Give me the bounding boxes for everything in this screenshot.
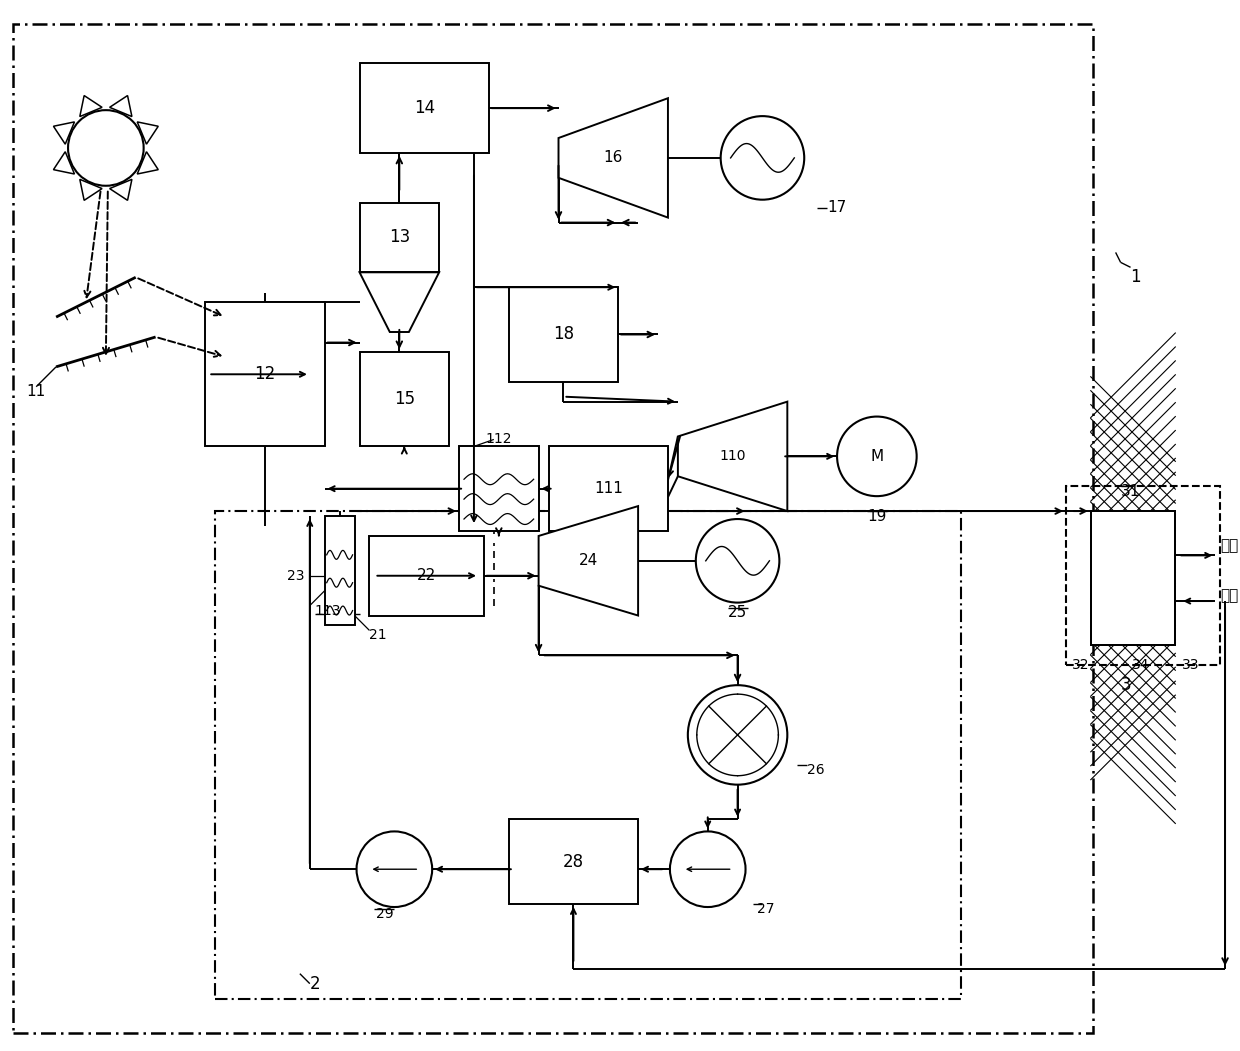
Circle shape (720, 116, 805, 200)
Polygon shape (109, 180, 131, 201)
Bar (508, 820, 639, 904)
Bar (360, 352, 449, 447)
Text: 111: 111 (594, 481, 622, 496)
Bar (508, 287, 619, 382)
Text: 110: 110 (719, 450, 745, 463)
Text: 16: 16 (604, 150, 622, 165)
Bar (206, 302, 325, 447)
Text: 冷水: 冷水 (1220, 589, 1239, 603)
Polygon shape (360, 272, 439, 332)
Polygon shape (558, 98, 668, 218)
Text: 32: 32 (1073, 658, 1090, 673)
Text: 26: 26 (807, 763, 825, 777)
Bar (14, 23, 1092, 1033)
Text: 3: 3 (1120, 676, 1131, 694)
Bar (216, 511, 961, 998)
Bar (1066, 487, 1220, 665)
Text: 34: 34 (1132, 658, 1149, 673)
Bar (360, 203, 439, 272)
Bar (459, 447, 538, 531)
Text: 24: 24 (579, 553, 598, 569)
Polygon shape (79, 96, 102, 117)
Text: 18: 18 (553, 326, 574, 344)
Text: 25: 25 (728, 605, 748, 620)
Text: 1: 1 (1131, 268, 1141, 286)
Polygon shape (678, 401, 787, 511)
Text: 27: 27 (758, 902, 775, 916)
Circle shape (68, 110, 144, 186)
Polygon shape (79, 180, 102, 201)
Bar (1091, 511, 1176, 645)
Bar (548, 447, 668, 531)
Polygon shape (109, 96, 131, 117)
Bar (325, 516, 355, 625)
Text: 11: 11 (26, 385, 46, 399)
Text: 21: 21 (370, 628, 387, 642)
Polygon shape (53, 122, 74, 144)
Circle shape (688, 685, 787, 785)
Text: 2: 2 (310, 974, 320, 992)
Circle shape (357, 831, 433, 907)
Bar (360, 63, 489, 153)
Bar (370, 536, 484, 616)
Text: 17: 17 (827, 200, 847, 215)
Text: 33: 33 (1182, 658, 1199, 673)
Text: 28: 28 (563, 852, 584, 871)
Text: 23: 23 (288, 569, 305, 582)
Circle shape (696, 519, 780, 602)
Text: 15: 15 (394, 390, 415, 408)
Text: 113: 113 (315, 603, 341, 618)
Text: M: M (870, 449, 883, 463)
Text: 12: 12 (254, 366, 275, 384)
Text: 14: 14 (414, 99, 435, 117)
Text: 热水: 热水 (1220, 538, 1239, 554)
Bar (1091, 511, 1176, 645)
Text: 19: 19 (867, 509, 887, 523)
Text: 112: 112 (486, 432, 512, 447)
Circle shape (670, 831, 745, 907)
Text: 29: 29 (376, 907, 393, 921)
Polygon shape (138, 151, 159, 174)
Polygon shape (538, 507, 639, 616)
Text: 22: 22 (417, 569, 436, 583)
Polygon shape (53, 151, 74, 174)
Text: 13: 13 (388, 228, 410, 247)
Text: 31: 31 (1121, 483, 1141, 498)
Polygon shape (138, 122, 159, 144)
Circle shape (837, 416, 916, 496)
